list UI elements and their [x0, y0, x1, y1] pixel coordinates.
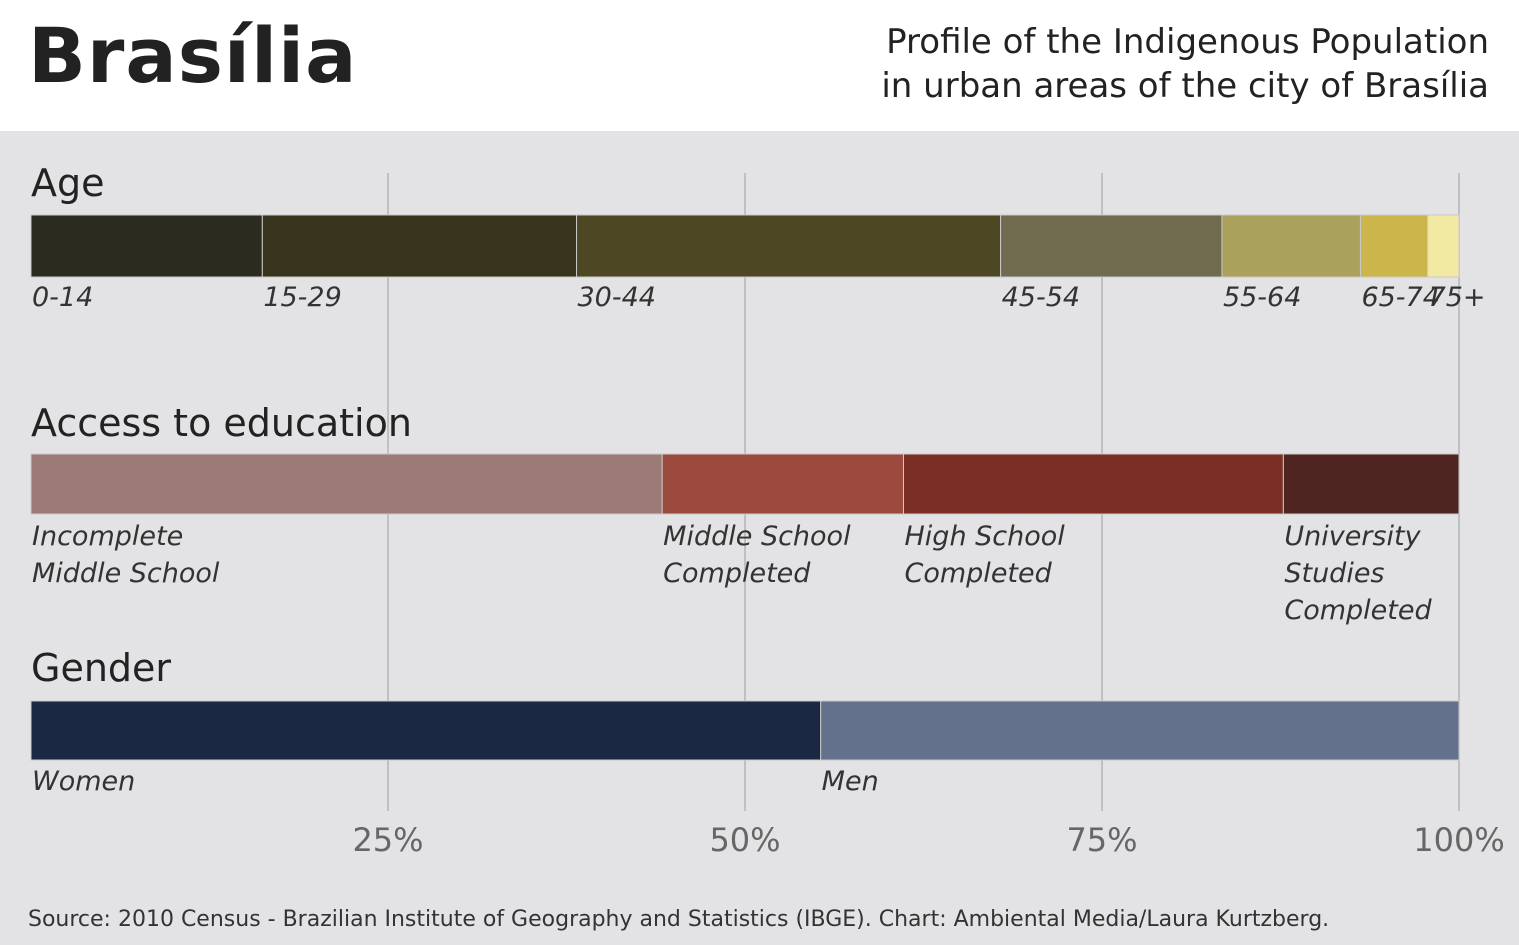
- tick-label: 50%: [709, 821, 780, 859]
- segment-label: Incomplete: [32, 521, 183, 552]
- source-note: Source: 2010 Census - Brazilian Institut…: [28, 907, 1329, 932]
- chart-subtitle: Profile of the Indigenous Population in …: [881, 20, 1489, 108]
- bar-segment: [903, 453, 1284, 515]
- bar-segment: [1221, 214, 1361, 278]
- subtitle-line-1: Profile of the Indigenous Population: [886, 22, 1489, 62]
- bar-segment: [30, 453, 663, 515]
- tick-labels: 25% 50% 75% 100%: [352, 821, 1504, 859]
- bar-segment: [1282, 453, 1460, 515]
- bar-segment: [1359, 214, 1429, 278]
- group-label: Access to education: [31, 401, 412, 445]
- segment-label: 45-54: [1002, 282, 1080, 313]
- bars: [30, 214, 1460, 761]
- group-label: Gender: [31, 646, 171, 690]
- bar-segment: [1427, 214, 1460, 278]
- segment-label: 0-14: [32, 282, 93, 313]
- tick-label: 25%: [352, 821, 423, 859]
- segment-label: 65-74: [1361, 282, 1439, 313]
- bar-segment: [30, 214, 263, 278]
- segment-label: Women: [32, 766, 135, 797]
- tick-label: 75%: [1066, 821, 1137, 859]
- segment-label: Completed: [1284, 595, 1432, 626]
- chart-panel: Age 0-14 15-29 30-44 45-54 55-64 65-74 75+ Acces…: [0, 131, 1519, 945]
- bar-segment: [1000, 214, 1223, 278]
- segment-label: Middle School: [663, 521, 851, 552]
- segment-label: High School: [905, 521, 1066, 552]
- bar-segment: [30, 700, 822, 761]
- segment-label: 30-44: [577, 282, 655, 313]
- segment-label: Studies: [1284, 558, 1384, 589]
- bar-segment: [261, 214, 577, 278]
- segment-label: Completed: [663, 558, 811, 589]
- bar-segment: [575, 214, 1002, 278]
- bar-segment: [820, 700, 1460, 761]
- subtitle-line-2: in urban areas of the city of Brasília: [881, 66, 1489, 106]
- segment-label: Completed: [905, 558, 1053, 589]
- segment-label: Middle School: [32, 558, 220, 589]
- segment-label: Men: [822, 766, 879, 797]
- bar-segment: [661, 453, 905, 515]
- tick-label: 100%: [1413, 821, 1504, 859]
- group-label: Age: [31, 161, 105, 205]
- segment-label: 55-64: [1223, 282, 1301, 313]
- city-title: Brasília: [28, 11, 358, 100]
- segment-label: 75+: [1429, 282, 1486, 313]
- header: Brasília Profile of the Indigenous Popul…: [0, 0, 1519, 131]
- segment-label: University: [1284, 521, 1421, 552]
- segment-label: 15-29: [263, 282, 341, 313]
